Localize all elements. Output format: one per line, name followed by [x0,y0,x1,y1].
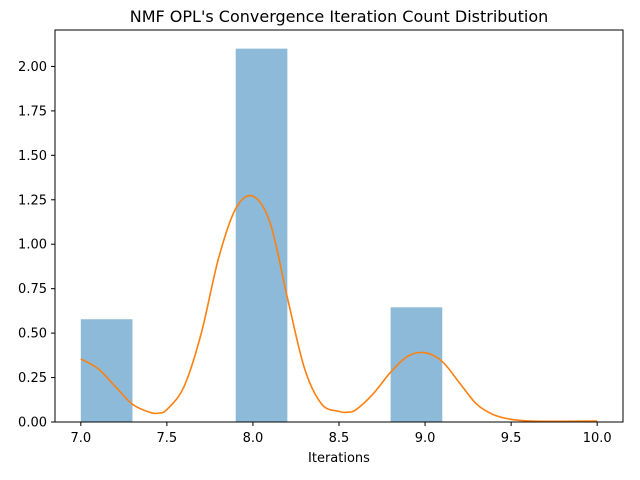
x-tick-label: 9.0 [415,431,436,446]
x-tick-label: 9.5 [501,431,522,446]
x-axis-ticks: 7.0 7.5 8.0 8.5 9.0 9.5 10.0 [70,422,612,446]
x-tick-label: 8.5 [329,431,350,446]
histogram-bar [80,319,133,422]
histogram-bar [390,307,443,422]
x-tick-label: 10.0 [583,431,612,446]
histogram-bars [80,48,443,423]
density-curve [80,194,598,423]
y-tick-label: 1.00 [18,238,47,253]
y-tick-label: 0.25 [18,371,47,386]
x-axis-title: Iterations [308,451,370,466]
histogram-bar [235,48,288,423]
y-tick-label: 0.00 [18,416,47,431]
y-tick-label: 2.00 [18,60,47,75]
x-tick-label: 8.0 [243,431,264,446]
density-curve-group [80,194,598,423]
y-tick-label: 1.25 [18,193,47,208]
y-axis-ticks: 0.00 0.25 0.50 0.75 1.00 1.25 1.50 1.75 2.00 [18,60,55,431]
x-tick-label: 7.0 [70,431,91,446]
chart-title: NMF OPL's Convergence Iteration Count Di… [130,7,549,26]
y-tick-label: 1.75 [18,104,47,119]
plot-frame [54,29,624,423]
x-tick-label: 7.5 [157,431,178,446]
y-tick-label: 1.50 [18,149,47,164]
y-tick-label: 0.75 [18,282,47,297]
axes [54,29,624,423]
y-tick-label: 0.50 [18,327,47,342]
